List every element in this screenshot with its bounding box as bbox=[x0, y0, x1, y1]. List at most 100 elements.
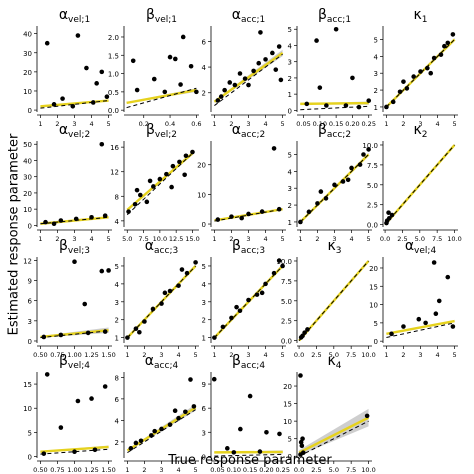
y-tick-label: 10 bbox=[369, 302, 378, 310]
panel-title: αacc;1 bbox=[232, 7, 265, 25]
fit-line bbox=[40, 445, 109, 453]
y-tick-label: 10.0 bbox=[276, 258, 292, 266]
y-tick-label: 3 bbox=[288, 59, 292, 67]
panel-title-symbol: β bbox=[146, 122, 155, 138]
panel-title-subscript: vel;1 bbox=[68, 15, 90, 25]
panel-title: βacc;1 bbox=[318, 7, 351, 25]
y-tick-label: 2 bbox=[115, 439, 119, 447]
identity-line bbox=[40, 330, 109, 339]
y-tick-label: 4 bbox=[202, 281, 207, 289]
x-tick-label: 1 bbox=[212, 235, 216, 243]
x-tick-label: 5 bbox=[194, 466, 198, 474]
data-point bbox=[130, 58, 136, 64]
panel-18: βacc;4 0 3 6 9 0.05 0.10 0.15 0.20 0.25 bbox=[202, 353, 290, 474]
x-tick-label: 2.5 bbox=[311, 351, 321, 359]
x-tick-label: 0.2 bbox=[139, 120, 149, 128]
data-point bbox=[183, 153, 189, 159]
data-point bbox=[102, 384, 108, 389]
x-tick-label: 7.5 bbox=[432, 235, 442, 243]
y-tick-label: 5.0 bbox=[367, 182, 378, 190]
data-point bbox=[134, 187, 140, 193]
data-point bbox=[300, 436, 305, 441]
data-point bbox=[254, 292, 260, 297]
fit-line bbox=[126, 88, 197, 105]
y-tick-label: 10.0 bbox=[362, 142, 378, 150]
data-point bbox=[246, 211, 251, 217]
x-tick-label: 3 bbox=[72, 235, 76, 243]
y-tick-label: 20 bbox=[369, 265, 378, 273]
x-tick-label: 0.05 bbox=[296, 120, 310, 128]
panel-title: κ4 bbox=[328, 353, 342, 371]
identity-line bbox=[214, 208, 283, 222]
x-tick-label: 1.25 bbox=[84, 351, 98, 359]
y-axis-label: Estimated response parameter bbox=[6, 133, 22, 336]
identity-line bbox=[298, 420, 369, 457]
panel-title-subscript: acc;2 bbox=[241, 130, 265, 140]
y-tick-label: 20 bbox=[23, 69, 32, 77]
data-point bbox=[169, 184, 174, 190]
x-tick-label: 5.0 bbox=[329, 351, 339, 359]
data-point bbox=[247, 393, 253, 399]
y-tick-label: 6 bbox=[28, 298, 33, 306]
y-tick-label: 4 bbox=[288, 168, 293, 176]
y-tick-label: 2 bbox=[202, 317, 206, 325]
identity-line bbox=[386, 322, 455, 338]
data-point bbox=[231, 450, 237, 455]
y-tick-label: 10 bbox=[23, 405, 32, 413]
y-tick-label: 0 bbox=[28, 107, 32, 115]
data-point bbox=[152, 428, 157, 434]
data-point bbox=[137, 329, 142, 335]
data-point bbox=[191, 404, 197, 409]
x-tick-label: 1.00 bbox=[67, 466, 81, 474]
data-point bbox=[258, 30, 263, 35]
panel-7: βvel;2 4 8 12 16 5.0 7.5 10.0 12.5 15.0 bbox=[110, 122, 200, 243]
x-tick-label: 3 bbox=[246, 351, 250, 359]
y-tick-label: 4 bbox=[115, 218, 120, 226]
y-tick-label: 10 bbox=[283, 418, 292, 426]
data-point bbox=[332, 182, 337, 188]
x-tick-label: 0.15 bbox=[329, 120, 343, 128]
panel-3: αacc;1 2 4 6 1 2 3 4 5 bbox=[202, 7, 286, 128]
data-point bbox=[411, 74, 416, 79]
panel-title-subscript: vel;2 bbox=[155, 130, 177, 140]
y-tick-label: 0 bbox=[202, 221, 206, 229]
x-tick-label: 5 bbox=[367, 235, 371, 243]
data-point bbox=[361, 152, 366, 157]
data-point bbox=[178, 82, 183, 87]
identity-line bbox=[300, 105, 369, 111]
x-tick-label: 0.10 bbox=[313, 120, 327, 128]
identity-line bbox=[126, 152, 193, 216]
data-point bbox=[239, 215, 244, 221]
identity-line bbox=[384, 144, 455, 225]
y-tick-label: 1.5 bbox=[108, 52, 119, 60]
data-point bbox=[357, 162, 363, 167]
panel-14: κ3 0.0 2.5 5.0 7.5 10.0 0.0 2.5 5.0 7.5 10.0 bbox=[276, 238, 375, 359]
panel-title: κ1 bbox=[414, 7, 428, 25]
y-tick-label: 2 bbox=[374, 87, 378, 95]
y-tick-label: 5 bbox=[202, 263, 206, 271]
data-point bbox=[306, 209, 312, 215]
data-point bbox=[232, 82, 238, 88]
x-tick-label: 7.5 bbox=[346, 466, 356, 474]
x-tick-label: 2 bbox=[401, 120, 405, 128]
data-point bbox=[246, 82, 251, 88]
data-point bbox=[180, 34, 186, 40]
y-tick-label: 2 bbox=[202, 90, 206, 98]
x-axis-label: True response parameter bbox=[168, 453, 332, 468]
panel-title-symbol: α bbox=[232, 7, 241, 23]
data-point bbox=[299, 443, 305, 449]
x-tick-label: 4 bbox=[435, 351, 439, 359]
data-point bbox=[442, 43, 447, 49]
x-tick-label: 10.0 bbox=[361, 466, 375, 474]
data-point bbox=[350, 75, 355, 81]
x-tick-label: 4 bbox=[435, 120, 439, 128]
x-tick-label: 2 bbox=[229, 120, 233, 128]
panel-title-subscript: 4 bbox=[336, 361, 342, 371]
panel-title-symbol: κ bbox=[414, 7, 422, 23]
data-point bbox=[60, 96, 65, 101]
data-point bbox=[94, 81, 99, 86]
x-tick-label: 15.0 bbox=[185, 235, 199, 243]
data-point bbox=[162, 290, 168, 296]
data-point bbox=[225, 446, 230, 451]
